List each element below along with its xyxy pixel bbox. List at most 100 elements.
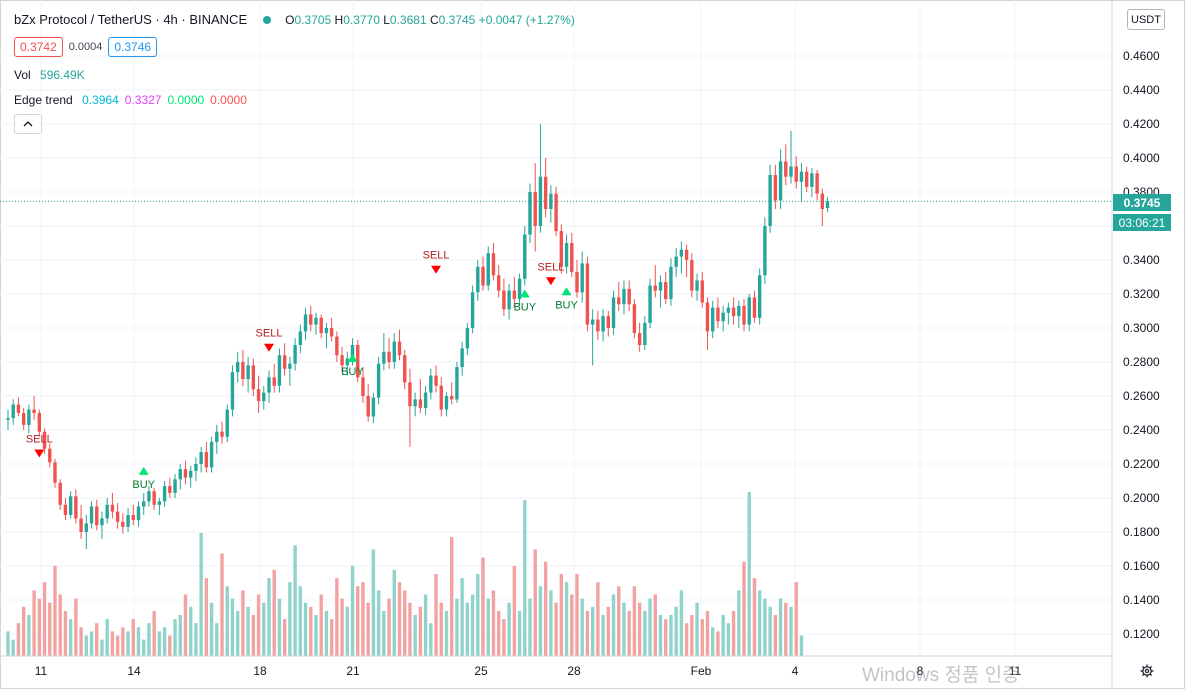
candle-body: [705, 302, 710, 332]
y-tick-label: 0.2800: [1123, 355, 1160, 369]
candle-body: [194, 464, 198, 471]
candle-body: [356, 345, 360, 378]
candle-body: [486, 253, 490, 286]
candle-body: [470, 292, 475, 328]
volume-bar: [450, 537, 454, 656]
candle-body: [799, 171, 804, 182]
candle-body: [314, 317, 318, 325]
buy-signal-icon: [138, 466, 149, 475]
volume-bar: [575, 574, 579, 656]
candle-body: [147, 491, 151, 502]
volume-bar: [643, 610, 647, 656]
candle-body: [757, 275, 762, 318]
volume-bar: [757, 590, 762, 656]
candle-body: [737, 305, 741, 317]
volume-bar: [486, 598, 490, 656]
candle-body: [789, 166, 793, 177]
volume-bar: [564, 582, 569, 656]
volume-bar: [533, 549, 537, 656]
candle-body: [726, 307, 731, 313]
symbol-title[interactable]: bZx Protocol / TetherUS · 4h · BINANCE: [14, 12, 248, 27]
volume-bar: [794, 582, 798, 656]
volume-bar: [648, 598, 652, 656]
close-value: 0.3745: [438, 12, 476, 27]
x-tick-label: 18: [253, 664, 267, 678]
x-tick-label: Feb: [691, 664, 712, 678]
candle-body: [121, 521, 125, 527]
candle-body: [262, 392, 266, 402]
volume-legend[interactable]: Vol 596.49K: [14, 68, 85, 82]
volume-bar: [361, 582, 365, 656]
indicator-value: 0.3964: [82, 93, 119, 107]
volume-bar: [147, 623, 151, 656]
candle-body: [105, 504, 109, 519]
volume-bar: [512, 565, 517, 656]
volume-bar: [423, 594, 428, 656]
candle-body: [465, 328, 470, 349]
volume-bar: [303, 602, 308, 656]
currency-button[interactable]: USDT: [1127, 9, 1165, 30]
volume-bar: [747, 492, 751, 656]
volume-bar: [617, 586, 621, 656]
candle-body: [16, 404, 21, 413]
volume-bar: [121, 627, 125, 656]
buy-button[interactable]: 0.3746: [108, 37, 158, 57]
volume-bar: [742, 561, 746, 656]
candle-body: [674, 256, 678, 267]
candle-body: [53, 462, 57, 483]
candle-body: [230, 372, 235, 410]
volume-bar: [763, 598, 767, 656]
candle-body: [747, 297, 751, 325]
candle-body: [361, 377, 365, 396]
candle-body: [157, 501, 162, 505]
volume-bar: [413, 615, 417, 656]
volume-bar: [752, 578, 757, 656]
candle-body: [804, 171, 809, 187]
candle-body: [126, 515, 130, 527]
candle-body: [340, 355, 344, 366]
volume-bar: [507, 602, 511, 656]
candle-body: [309, 314, 313, 325]
gear-icon: [1140, 664, 1154, 678]
volume-bar: [768, 606, 772, 656]
candle-body: [648, 285, 652, 323]
indicator-legend[interactable]: Edge trend 0.3964 0.3327 0.0000 0.0000: [14, 93, 247, 107]
time-axis[interactable]: 11 14 18 21 25 28 Feb 4 8 11: [35, 664, 1022, 678]
candle-body: [711, 307, 715, 332]
volume-bar: [653, 594, 657, 656]
candle-body: [246, 365, 250, 379]
volume-bar: [204, 578, 209, 656]
low-label: L: [383, 12, 390, 27]
volume-bar: [434, 574, 438, 656]
settings-button[interactable]: [1137, 661, 1157, 681]
candle-body: [418, 399, 423, 408]
volume-bar: [528, 598, 532, 656]
candle-body: [773, 175, 778, 201]
candle-body: [512, 290, 517, 300]
candle-body: [21, 413, 26, 425]
volume-bar: [74, 598, 78, 656]
volume-label: Vol: [14, 68, 31, 82]
volume-bar: [215, 623, 219, 656]
candle-body: [183, 469, 188, 478]
volume-bar: [6, 631, 10, 656]
volume-bar: [596, 582, 600, 656]
status-dot-icon: [263, 15, 272, 24]
volume-bar: [48, 602, 52, 656]
sell-button[interactable]: 0.3742: [14, 37, 63, 57]
volume-bar: [272, 569, 276, 656]
candle-body: [559, 231, 564, 267]
volume-bar: [142, 639, 146, 656]
sell-signal-label: SELL: [423, 250, 450, 262]
collapse-legend-button[interactable]: [14, 114, 42, 134]
candle-body: [303, 314, 308, 332]
candle-body: [763, 226, 767, 276]
price-axis[interactable]: 0.46000.44000.42000.40000.38000.36000.34…: [1123, 49, 1160, 641]
candle-body: [611, 297, 616, 328]
candle-body: [32, 409, 36, 413]
buy-signal-icon: [519, 289, 530, 298]
bar-countdown: 03:06:21: [1113, 214, 1171, 231]
volume-bar: [84, 635, 88, 656]
volume-bar: [152, 610, 156, 656]
